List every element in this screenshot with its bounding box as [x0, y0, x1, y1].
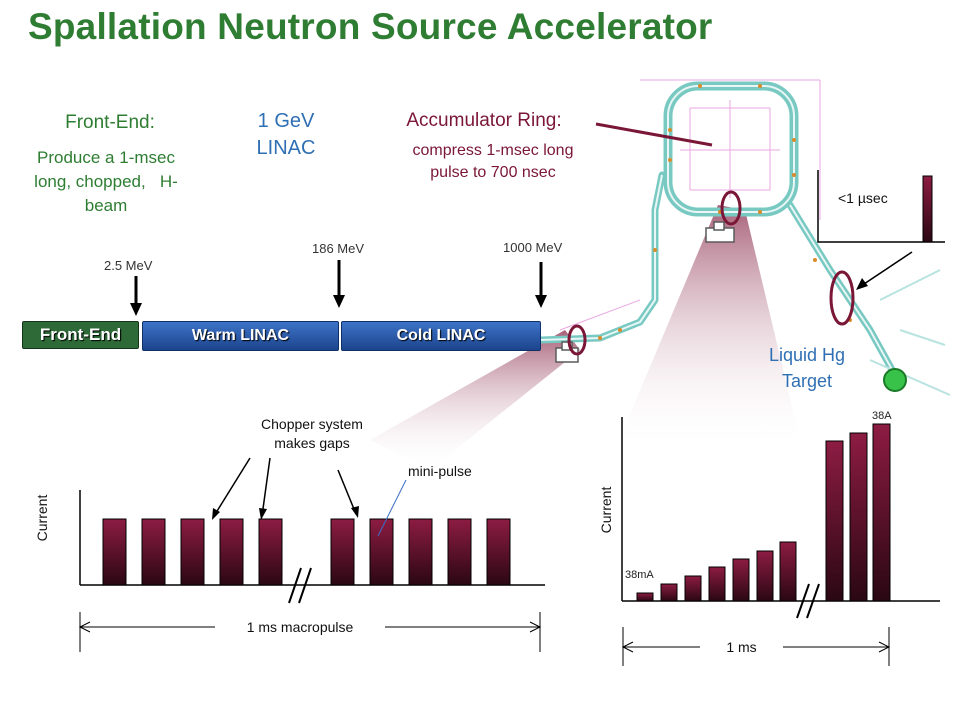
highlight-ellipse-linac: [567, 324, 587, 356]
front-end-line-1: Produce a 1-msec: [37, 148, 175, 167]
ring-note-description: compress 1-msec long pulse to 700 nsec: [376, 140, 610, 184]
energy-arrows: [130, 260, 547, 316]
left-chart-ylabel: Current: [34, 494, 50, 542]
right-chart: [621, 417, 940, 666]
energy-label-1000: 1000 MeV: [503, 240, 563, 255]
chopper-note: Chopper system makes gaps: [232, 415, 392, 453]
mini-pulse-pointer: [377, 479, 407, 537]
mini-pulse-label: mini-pulse: [408, 463, 472, 479]
segment-cold-linac: Cold LINAC: [341, 321, 541, 351]
target-note-line-2: Target: [781, 371, 833, 391]
front-end-heading: Front-End:: [65, 112, 155, 133]
high-current-label: 38A: [872, 410, 892, 422]
linac-note-line-2: LINAC: [256, 137, 316, 159]
left-chart: [78, 457, 545, 652]
front-end-line-3: beam: [84, 196, 128, 215]
ring-note-line-2: pulse to 700 nsec: [430, 164, 556, 181]
energy-label-2-5: 2.5 MeV: [104, 258, 153, 273]
page-title: Spallation Neutron Source Accelerator: [28, 6, 713, 47]
right-span-dimension: [621, 627, 891, 666]
left-chart-bars: [102, 518, 511, 586]
highlight-ellipse-extraction: [829, 270, 855, 326]
ring-pointer: [595, 122, 713, 147]
ring-building-lines: [559, 79, 821, 331]
highlight-ellipse-ring: [720, 190, 742, 226]
front-end-line-2: long, chopped, H-: [34, 172, 178, 191]
left-chart-break: [288, 567, 312, 604]
ring-note-heading: Accumulator Ring:: [406, 110, 562, 131]
energy-label-186: 186 MeV: [312, 241, 365, 256]
left-span-dimension: [78, 612, 542, 652]
low-current-label: 38mA: [625, 569, 654, 581]
right-chart-break: [796, 583, 820, 619]
right-projection-cone: [615, 205, 800, 450]
linac-note: 1 GeV LINAC: [236, 108, 336, 162]
ring-note-line-1: compress 1-msec long: [412, 142, 574, 159]
right-chart-bars: [636, 423, 891, 602]
left-span-label: 1 ms macropulse: [246, 619, 354, 635]
left-projection-cone: [370, 330, 580, 470]
building-icon-2: [705, 221, 735, 243]
right-chart-ylabel: Current: [598, 486, 614, 534]
target-station: [883, 368, 907, 392]
pulse-inset-arrow: [857, 251, 913, 289]
target-note-line-1: Liquid Hg: [768, 345, 846, 365]
segment-warm-linac: Warm LINAC: [142, 321, 339, 351]
chopper-note-line-2: makes gaps: [274, 435, 350, 451]
target-note: Liquid Hg Target: [752, 342, 862, 394]
chopper-note-line-1: Chopper system: [261, 416, 363, 432]
segment-front-end: Front-End: [22, 321, 139, 349]
front-end-description: Produce a 1-msec long, chopped, H- beam: [6, 146, 206, 218]
pulse-inset-box: [817, 170, 945, 243]
pulse-width-label: <1 µsec: [838, 190, 888, 206]
right-span-label: 1 ms: [726, 639, 757, 655]
pulse-inset-bar: [922, 175, 933, 243]
left-chart-pointers: [213, 457, 357, 517]
linac-note-line-1: 1 GeV: [257, 110, 315, 132]
